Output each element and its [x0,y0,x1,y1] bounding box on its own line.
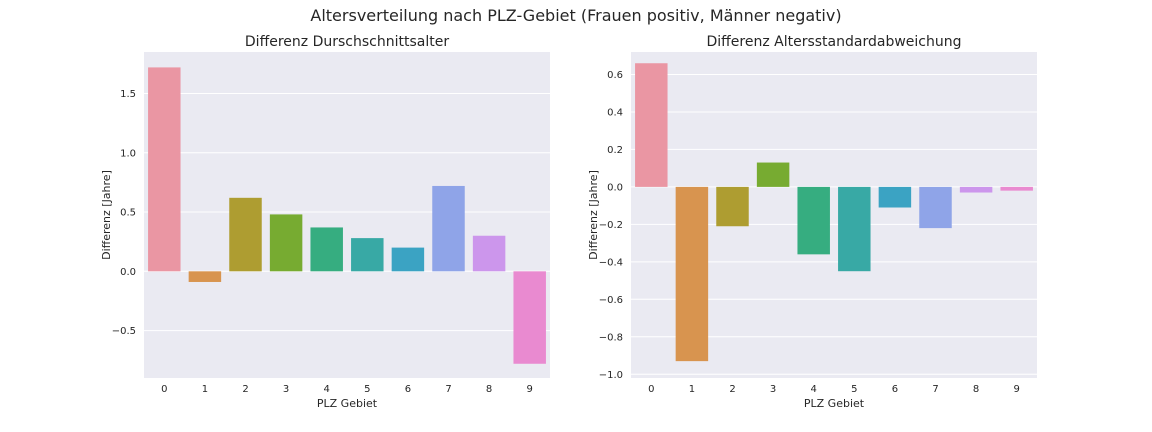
bar-9 [1000,186,1033,191]
y-axis-label: Differenz [Jahre] [100,170,113,260]
bar-4 [797,186,830,255]
x-tick-label: 1 [202,384,208,395]
y-tick-label: 1.0 [120,148,136,159]
bar-1 [188,271,222,282]
bar-6 [391,247,425,272]
y-tick-label: −0.5 [112,326,136,337]
x-tick-label: 9 [527,384,533,395]
x-tick-label: 3 [283,384,289,395]
x-tick-label: 7 [932,384,938,395]
x-tick-label: 4 [324,384,330,395]
x-tick-label: 2 [729,384,735,395]
bar-7 [919,186,952,229]
x-tick-label: 4 [811,384,817,395]
chart-title: Differenz Altersstandardabweichung [706,34,961,50]
bar-3 [756,162,790,187]
x-tick-label: 6 [405,384,411,395]
x-tick-label: 7 [445,384,451,395]
bar-6 [878,186,912,208]
figure-title: Altersverteilung nach PLZ-Gebiet (Frauen… [310,6,841,25]
y-tick-label: 0.2 [607,145,623,156]
chart-panel-left: −0.5 0.0 0.5 1.0 1.5 0 1 2 3 4 5 6 7 8 9 Differenz Durs… [100,34,550,410]
bar-5 [351,238,384,272]
x-tick-label: 9 [1014,384,1020,395]
plot-area [144,52,550,378]
x-tick-label: 2 [242,384,248,395]
bar-5 [838,186,871,272]
y-tick-label: −1.0 [599,370,623,381]
y-tick-label: 0.5 [120,208,136,219]
bar-3 [269,214,303,272]
y-tick-label: −0.4 [599,257,623,268]
bar-9 [513,271,546,364]
chart-panel-right: −1.0 −0.8 −0.6 −0.4 −0.2 0.0 0.2 0.4 0.6 0 1 2 3 4 5 6 7… [587,34,1037,410]
y-tick-label: −0.8 [599,332,623,343]
y-tick-label: 0.6 [607,70,623,81]
x-tick-label: 8 [486,384,492,395]
y-tick-label: 1.5 [120,89,136,100]
bar-0 [635,63,668,187]
y-tick-label: 0.0 [607,182,623,193]
bar-2 [229,197,262,272]
bar-4 [310,227,343,272]
bar-2 [716,186,749,227]
x-tick-label: 0 [161,384,167,395]
x-tick-label: 5 [364,384,370,395]
y-tick-label: −0.2 [599,220,623,231]
y-axis-label: Differenz [Jahre] [587,170,600,260]
x-tick-label: 6 [892,384,898,395]
x-tick-label: 3 [770,384,776,395]
bar-1 [675,186,709,362]
bar-0 [148,67,181,272]
x-tick-label: 5 [851,384,857,395]
x-tick-label: 1 [689,384,695,395]
x-tick-label: 0 [648,384,654,395]
x-axis-label: PLZ Gebiet [804,397,865,410]
y-tick-label: 0.0 [120,267,136,278]
chart-title: Differenz Durschschnittsalter [245,34,449,50]
x-tick-label: 8 [973,384,979,395]
y-tick-label: 0.4 [607,107,623,118]
bar-7 [432,185,465,272]
bar-8 [472,235,506,272]
x-axis-label: PLZ Gebiet [317,397,378,410]
bar-8 [959,186,993,193]
y-tick-label: −0.6 [599,295,623,306]
